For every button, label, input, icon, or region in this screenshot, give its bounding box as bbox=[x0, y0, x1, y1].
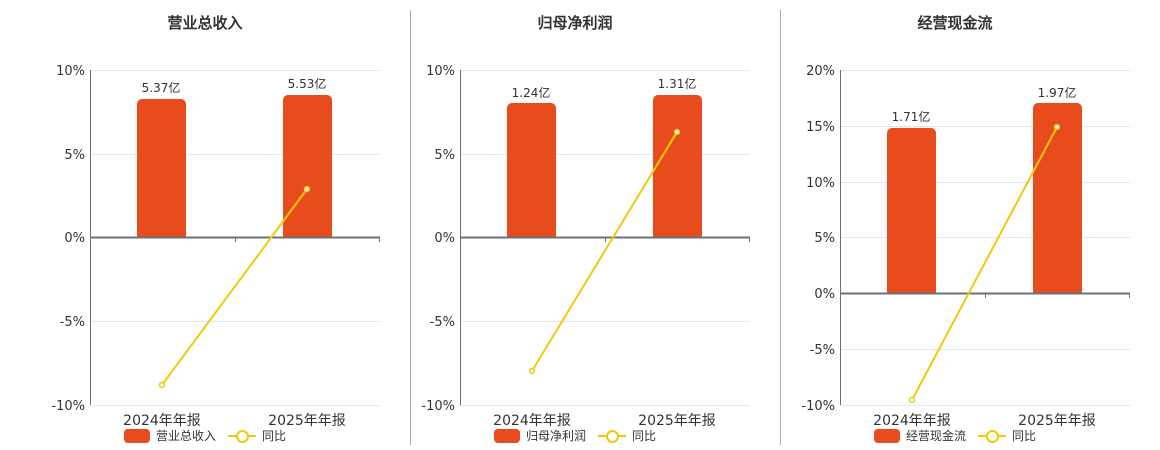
chart-panel-revenue: 营业总收入 10% 5% 0% -5% -10% 5.37亿 5.53亿 bbox=[0, 0, 410, 450]
y-tick: 0% bbox=[434, 231, 455, 246]
legend-bar-swatch[interactable] bbox=[123, 428, 150, 443]
legend-line-label[interactable]: 同比 bbox=[1012, 429, 1037, 443]
yoy-point[interactable] bbox=[158, 381, 166, 389]
yoy-line bbox=[531, 131, 678, 372]
x-label: 2024年年报 bbox=[873, 413, 951, 429]
y-tick: 10% bbox=[426, 64, 455, 79]
bar-label: 5.37亿 bbox=[142, 80, 181, 95]
bar-2025[interactable] bbox=[283, 95, 332, 237]
legend-line-label[interactable]: 同比 bbox=[632, 429, 657, 443]
y-tick: 20% bbox=[806, 64, 835, 79]
y-tick: 0% bbox=[814, 287, 835, 302]
y-tick: -5% bbox=[60, 315, 85, 330]
legend-bar-swatch[interactable] bbox=[493, 428, 520, 443]
y-tick: 5% bbox=[814, 231, 835, 246]
bar-label: 5.53亿 bbox=[288, 76, 327, 91]
x-label: 2024年年报 bbox=[493, 413, 571, 429]
x-label: 2025年年报 bbox=[268, 413, 346, 429]
legend-line-icon[interactable] bbox=[598, 429, 626, 443]
y-tick: -10% bbox=[51, 399, 85, 414]
y-tick: 5% bbox=[64, 148, 85, 163]
bar-2024[interactable] bbox=[887, 128, 936, 293]
y-tick: -10% bbox=[801, 399, 835, 414]
legend: 经营现金流 同比 bbox=[750, 427, 1160, 444]
yoy-point[interactable] bbox=[908, 396, 916, 404]
panel-divider bbox=[780, 10, 781, 445]
chart-panel-net-profit: 归母净利润 10% 5% 0% -5% -10% 1.24亿 1.31亿 202… bbox=[370, 0, 780, 450]
bar-2025[interactable] bbox=[653, 95, 702, 237]
bar-label: 1.71亿 bbox=[892, 109, 931, 124]
legend: 归母净利润 同比 bbox=[370, 427, 780, 444]
yoy-line bbox=[911, 126, 1058, 401]
legend-bar-swatch[interactable] bbox=[873, 428, 900, 443]
chart-plot: 10% 5% 0% -5% -10% 5.37亿 5.53亿 2024年年报 2… bbox=[51, 64, 380, 429]
legend-bar-label[interactable]: 经营现金流 bbox=[905, 429, 966, 443]
y-tick: 10% bbox=[56, 64, 85, 79]
bar-2024[interactable] bbox=[507, 103, 556, 237]
yoy-line bbox=[161, 188, 308, 386]
yoy-point[interactable] bbox=[1053, 123, 1061, 131]
yoy-point[interactable] bbox=[303, 185, 311, 193]
legend-line-icon[interactable] bbox=[978, 429, 1006, 443]
chart-panel-operating-cashflow: 经营现金流 20% 15% 10% 5% 0% -5% -10% 1.71亿 1… bbox=[750, 0, 1160, 450]
y-tick: -5% bbox=[430, 315, 455, 330]
chart-title: 经营现金流 bbox=[917, 14, 993, 32]
chart-title: 营业总收入 bbox=[167, 14, 243, 32]
chart-plot: 10% 5% 0% -5% -10% 1.24亿 1.31亿 2024年年报 2… bbox=[421, 64, 750, 429]
legend-bar-label[interactable]: 归母净利润 bbox=[525, 429, 586, 443]
y-tick: 5% bbox=[434, 148, 455, 163]
bar-label: 1.97亿 bbox=[1038, 85, 1077, 100]
chart-plot: 20% 15% 10% 5% 0% -5% -10% 1.71亿 1.97亿 2… bbox=[801, 64, 1130, 429]
legend-line-label[interactable]: 同比 bbox=[262, 429, 287, 443]
x-label: 2025年年报 bbox=[638, 413, 716, 429]
bar-2024[interactable] bbox=[137, 99, 186, 237]
y-tick: -5% bbox=[810, 343, 835, 358]
x-label: 2024年年报 bbox=[123, 413, 201, 429]
y-tick: 0% bbox=[64, 231, 85, 246]
legend-line-icon[interactable] bbox=[228, 429, 256, 443]
bar-label: 1.31亿 bbox=[658, 76, 697, 91]
bar-label: 1.24亿 bbox=[512, 85, 551, 100]
legend-bar-label[interactable]: 营业总收入 bbox=[155, 429, 216, 443]
legend: 营业总收入 同比 bbox=[0, 427, 410, 444]
chart-title: 归母净利润 bbox=[537, 14, 613, 32]
yoy-point[interactable] bbox=[673, 128, 681, 136]
bar-2025[interactable] bbox=[1033, 103, 1082, 293]
yoy-point[interactable] bbox=[528, 367, 536, 375]
y-tick: -10% bbox=[421, 399, 455, 414]
y-tick: 10% bbox=[806, 176, 835, 191]
y-tick: 15% bbox=[806, 120, 835, 135]
x-label: 2025年年报 bbox=[1018, 413, 1096, 429]
panel-divider bbox=[410, 10, 411, 445]
